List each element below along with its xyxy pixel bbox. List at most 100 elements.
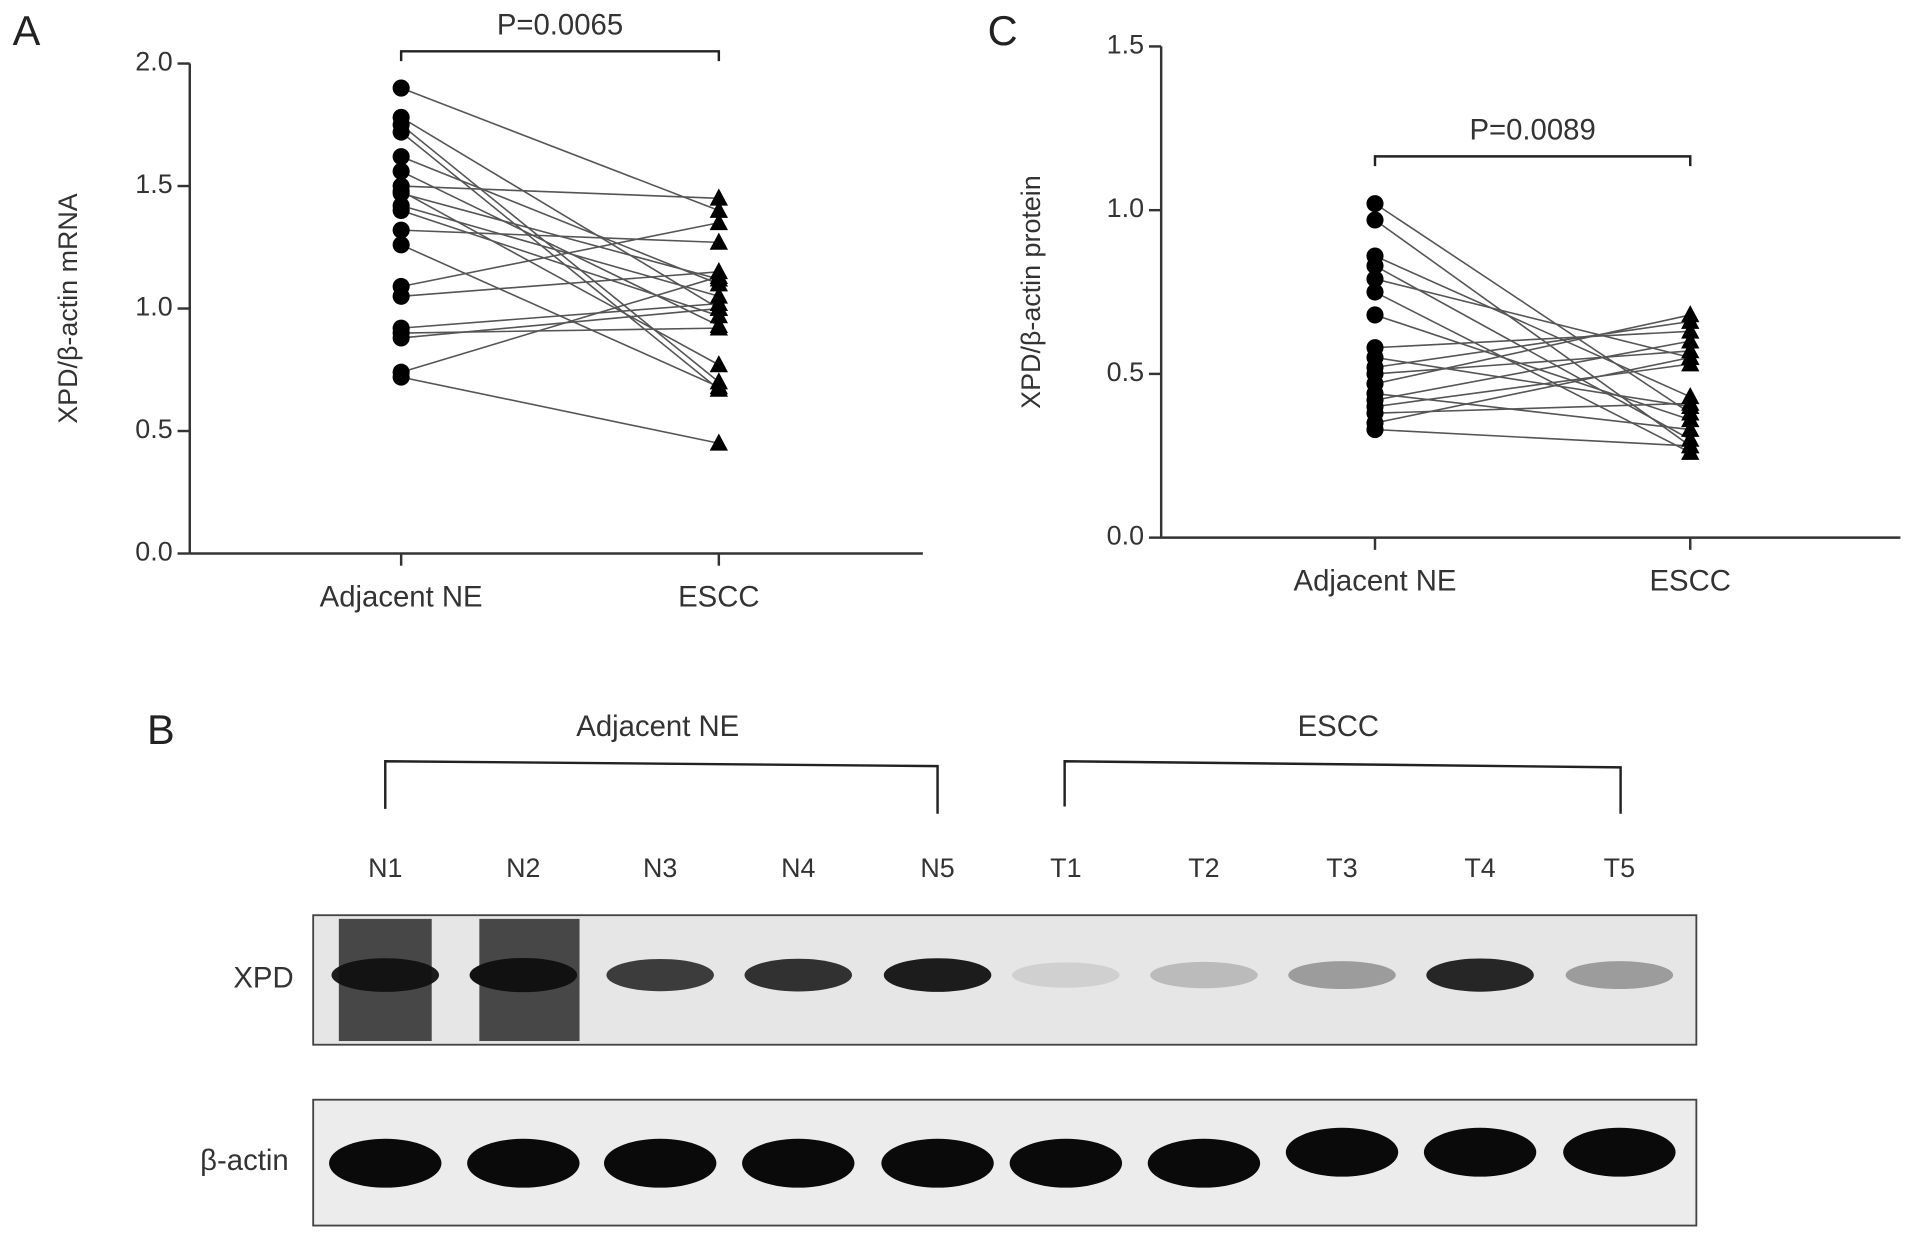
pair-line — [400, 222, 719, 288]
xpd-band — [606, 958, 714, 992]
point-escc — [709, 266, 729, 285]
lane-label: N5 — [920, 853, 954, 883]
point-escc — [709, 355, 729, 373]
point-escc — [709, 298, 729, 316]
point-escc — [709, 188, 729, 206]
xpd-band — [744, 958, 853, 992]
pair-line — [1374, 314, 1691, 385]
panel-letter: C — [988, 7, 1018, 54]
pair-line — [1374, 320, 1691, 369]
pair-line — [401, 229, 719, 244]
actin-band — [1009, 1138, 1123, 1188]
point-adjacent — [392, 184, 410, 202]
pair-line — [401, 327, 719, 334]
pair-line — [400, 131, 720, 390]
lane-label: T2 — [1188, 853, 1219, 883]
y-tick-label: 0.0 — [1107, 521, 1144, 551]
pair-line — [400, 209, 720, 317]
point-adjacent — [1366, 421, 1384, 439]
point-adjacent — [392, 123, 410, 141]
pair-line — [400, 87, 720, 212]
pair-line — [401, 307, 719, 339]
actin-band — [603, 1138, 717, 1188]
point-adjacent — [1366, 211, 1384, 229]
group-label: Adjacent NE — [576, 710, 739, 743]
pair-line — [1374, 356, 1691, 424]
y-axis-label: XPD/β-actin protein — [1016, 175, 1046, 409]
group-bracket — [384, 760, 939, 814]
point-adjacent — [392, 236, 410, 254]
pair-line — [1374, 330, 1691, 349]
point-escc — [709, 200, 729, 218]
pair-line — [1374, 291, 1691, 454]
y-tick-label: 0.5 — [135, 414, 172, 444]
x-tick-label: Adjacent NE — [1294, 565, 1457, 598]
point-escc — [1681, 347, 1700, 365]
pair-line — [1374, 314, 1691, 421]
y-axis-label: XPD/β-actin mRNA — [53, 193, 83, 424]
pair-line — [400, 376, 720, 445]
xpd-band — [1426, 958, 1534, 992]
y-tick-label: 0.0 — [135, 537, 172, 567]
point-escc — [1681, 419, 1700, 437]
panel-letter: B — [147, 706, 175, 753]
pair-line — [401, 270, 719, 298]
x-tick-label: Adjacent NE — [320, 580, 483, 613]
pair-line — [400, 204, 720, 298]
x-tick-label: ESCC — [1650, 565, 1731, 598]
point-adjacent — [1366, 195, 1384, 213]
pair-line — [1374, 202, 1691, 414]
pair-line — [1374, 428, 1691, 447]
panel-letter: A — [13, 7, 41, 54]
pair-line — [1374, 219, 1691, 447]
point-escc — [709, 433, 729, 451]
point-escc — [709, 232, 729, 250]
lane-label: T1 — [1050, 853, 1081, 883]
point-adjacent — [1366, 257, 1384, 275]
pair-line — [1374, 340, 1691, 401]
point-escc — [1681, 321, 1700, 339]
lane-label: T3 — [1326, 853, 1357, 883]
xpd-band — [469, 957, 578, 993]
significance-bracket — [1373, 155, 1692, 167]
point-adjacent — [392, 148, 410, 166]
point-escc — [1681, 305, 1700, 323]
pair-line — [1374, 356, 1691, 408]
point-adjacent — [392, 368, 410, 386]
actin-band — [329, 1138, 442, 1188]
y-tick-label: 1.0 — [1107, 193, 1144, 223]
point-adjacent — [1366, 283, 1384, 301]
row-label: XPD — [233, 962, 293, 995]
actin-band — [1285, 1127, 1399, 1177]
pair-line — [400, 116, 720, 310]
point-adjacent — [392, 324, 410, 342]
point-adjacent — [1366, 306, 1384, 324]
actin-band — [742, 1138, 855, 1188]
actin-band — [1563, 1127, 1676, 1177]
y-tick-label: 0.5 — [1107, 357, 1144, 387]
pair-line — [401, 185, 719, 200]
lane-label: N1 — [368, 853, 402, 883]
point-escc — [709, 318, 729, 336]
pair-line — [1374, 363, 1691, 408]
point-escc — [1681, 436, 1700, 454]
pair-line — [400, 155, 720, 285]
point-adjacent — [1366, 270, 1384, 288]
y-tick-label: 2.0 — [135, 47, 172, 77]
pair-line — [1374, 255, 1691, 398]
lane-label: T5 — [1604, 853, 1635, 883]
point-adjacent — [392, 201, 410, 220]
pair-line — [400, 190, 720, 366]
p-value: P=0.0089 — [1469, 114, 1595, 147]
pair-line — [1374, 278, 1691, 359]
point-escc — [709, 377, 729, 395]
actin-band — [1423, 1127, 1537, 1177]
point-escc — [1681, 409, 1700, 428]
point-escc — [709, 213, 729, 231]
lane-label: N4 — [781, 853, 815, 883]
pair-line — [401, 302, 719, 329]
lane-label: N2 — [506, 853, 540, 883]
row-label: β-actin — [200, 1144, 289, 1177]
